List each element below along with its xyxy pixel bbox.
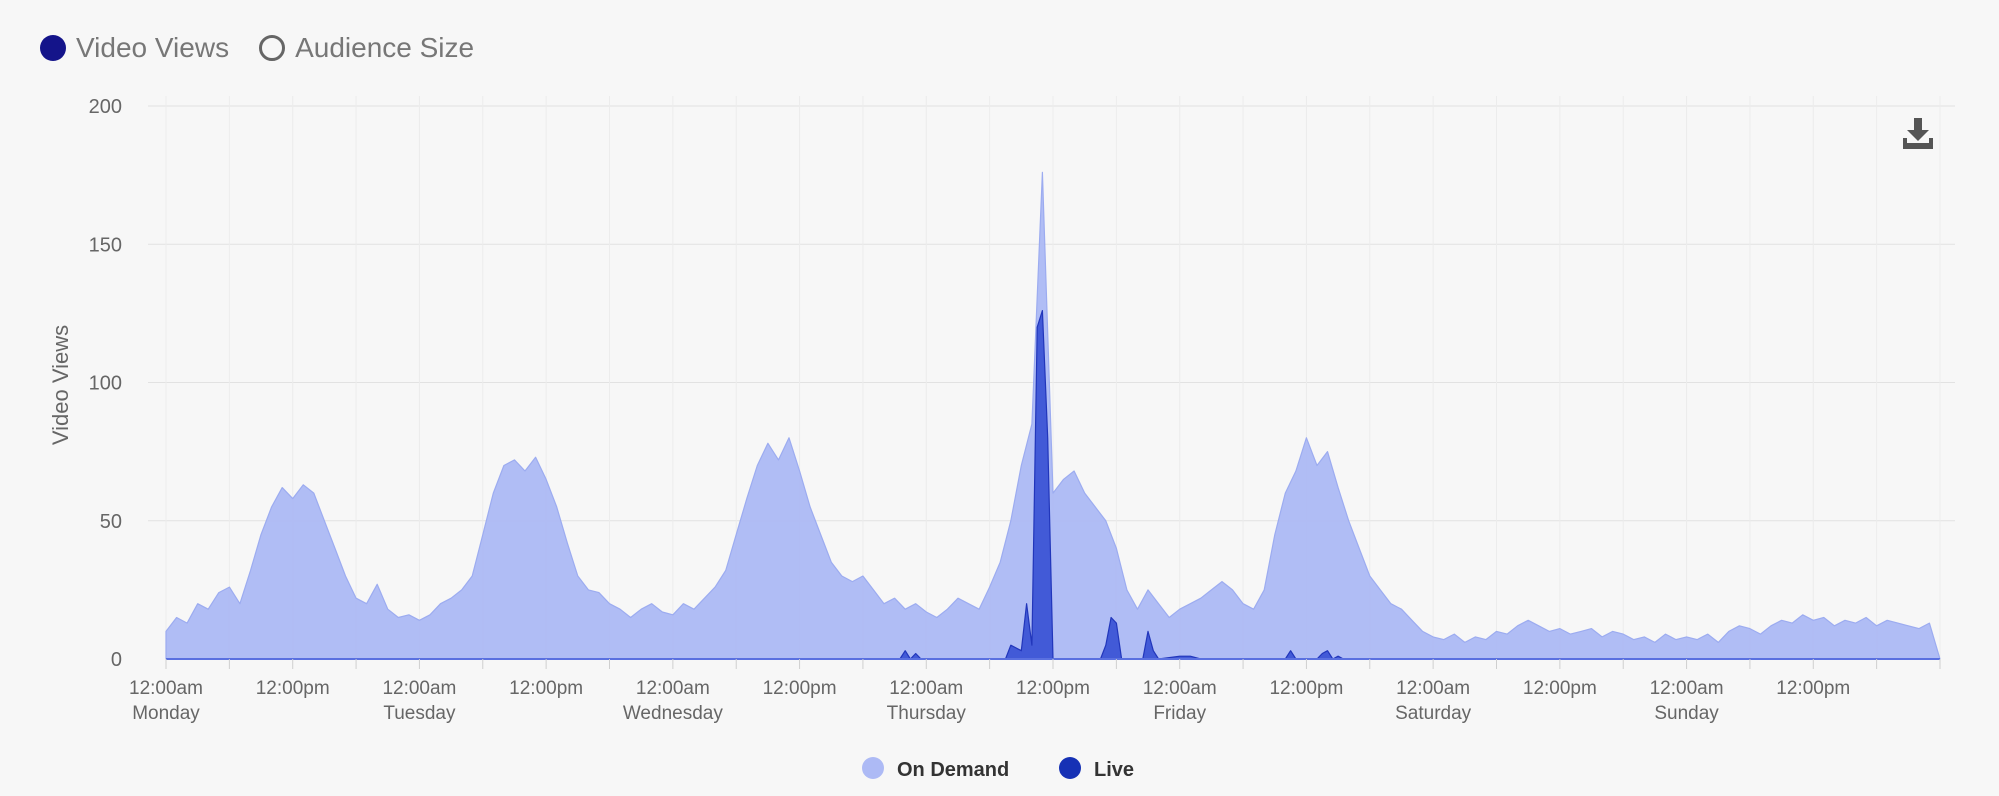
x-tick-time-label: 12:00am [1143,678,1217,699]
download-button[interactable] [1900,116,1936,152]
chart-legend: On Demand Live [862,757,1134,781]
video-views-label: Video Views [76,32,230,63]
x-axis: 12:00am Monday 12:00pm 12:00am Tuesday 12:00p… [129,658,1941,724]
unselected-radio-icon [259,35,286,61]
selected-radio-icon [40,35,66,61]
chart-grid [148,96,1955,659]
x-tick-day-label: Thursday [887,703,967,724]
x-tick-day-label: Sunday [1654,703,1719,724]
x-tick-time-label: 12:00pm [763,678,837,699]
y-tick-label: 150 [89,234,122,256]
y-tick-label: 200 [89,96,122,118]
legend-swatch [862,757,884,779]
x-tick-time-label: 12:00pm [1776,678,1850,699]
audience-size-label: Audience Size [295,32,475,63]
video-views-toggle[interactable]: Video Views [40,32,229,64]
x-tick-time-label: 12:00pm [1016,678,1090,699]
x-tick-day-label: Wednesday [623,703,723,724]
y-tick-label: 100 [89,373,122,395]
metric-toggle-bar: Video Views Audience Size [40,32,474,64]
legend-label: Live [1094,759,1134,781]
y-tick-label: 0 [111,649,122,671]
y-tick-label: 50 [100,511,122,533]
y-axis: 0 50 100 150 200 [89,96,122,671]
x-tick-day-label: Monday [132,703,200,724]
x-tick-time-label: 12:00am [1650,678,1724,699]
x-tick-time-label: 12:00pm [1269,678,1343,699]
legend-label: On Demand [897,759,1009,781]
x-tick-time-label: 12:00am [636,678,710,699]
x-tick-day-label: Saturday [1395,703,1472,724]
download-icon [1903,118,1933,149]
x-tick-day-label: Friday [1153,703,1206,724]
x-tick-time-label: 12:00am [889,678,963,699]
x-tick-day-label: Tuesday [383,703,456,724]
x-tick-time-label: 12:00pm [1523,678,1597,699]
x-tick-time-label: 12:00am [1396,678,1470,699]
x-tick-time-label: 12:00am [129,678,203,699]
x-tick-time-label: 12:00pm [509,678,583,699]
x-tick-time-label: 12:00pm [256,678,330,699]
x-tick-time-label: 12:00am [382,678,456,699]
y-axis-label: Video Views [48,325,73,445]
audience-size-toggle[interactable]: Audience Size [259,32,474,64]
legend-swatch [1059,757,1081,779]
on-demand-area [165,171,1941,660]
